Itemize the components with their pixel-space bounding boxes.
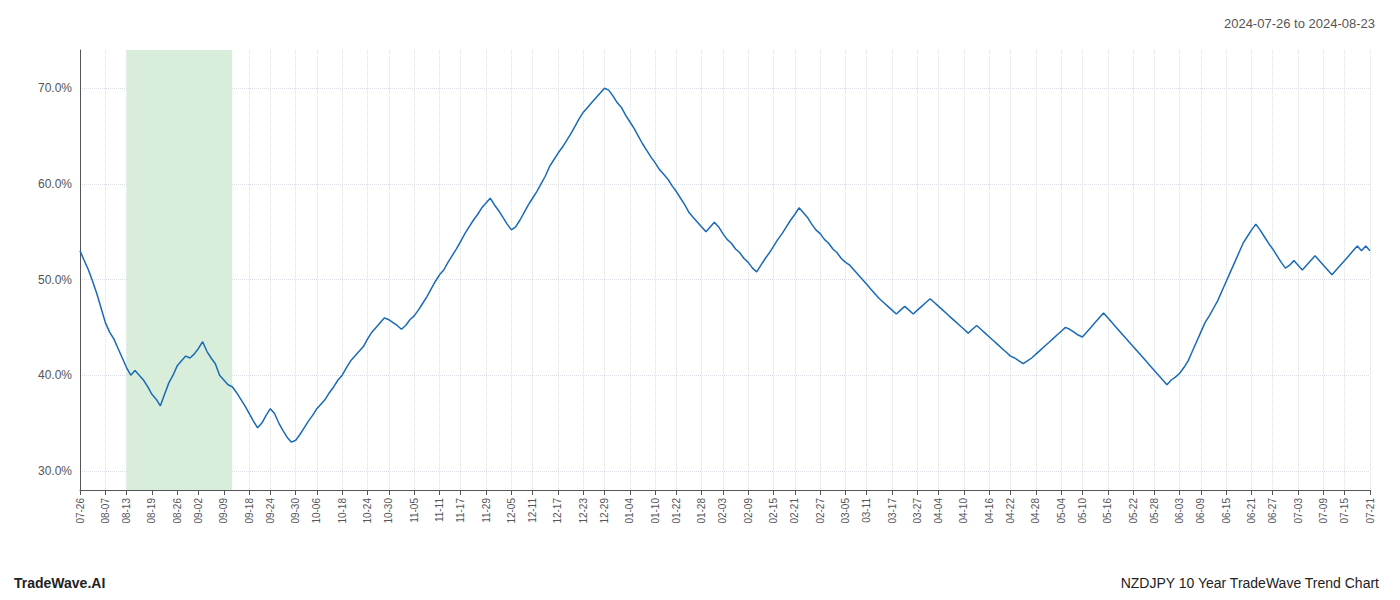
svg-text:11-29: 11-29 <box>481 498 492 523</box>
svg-text:70.0%: 70.0% <box>38 81 72 95</box>
svg-text:04-10: 04-10 <box>958 498 969 524</box>
svg-text:11-17: 11-17 <box>455 498 466 523</box>
svg-text:07-15: 07-15 <box>1339 498 1350 524</box>
svg-text:09-30: 09-30 <box>290 498 301 524</box>
svg-text:30.0%: 30.0% <box>38 464 72 478</box>
svg-text:06-09: 06-09 <box>1195 498 1206 524</box>
svg-text:09-09: 09-09 <box>218 498 229 524</box>
svg-text:11-05: 11-05 <box>409 498 420 523</box>
svg-text:01-22: 01-22 <box>671 498 682 524</box>
svg-text:09-24: 09-24 <box>265 498 276 524</box>
svg-text:08-19: 08-19 <box>146 498 157 524</box>
svg-text:50.0%: 50.0% <box>38 273 72 287</box>
svg-text:08-26: 08-26 <box>172 498 183 524</box>
svg-text:02-27: 02-27 <box>815 498 826 524</box>
svg-text:08-13: 08-13 <box>121 498 132 524</box>
svg-text:10-18: 10-18 <box>337 498 348 524</box>
svg-text:02-15: 02-15 <box>768 498 779 524</box>
svg-text:04-16: 04-16 <box>984 498 995 524</box>
svg-text:05-22: 05-22 <box>1128 498 1139 524</box>
svg-text:60.0%: 60.0% <box>38 177 72 191</box>
svg-text:09-18: 09-18 <box>244 498 255 524</box>
svg-text:03-05: 03-05 <box>840 498 851 524</box>
svg-text:01-10: 01-10 <box>650 498 661 524</box>
svg-text:04-04: 04-04 <box>933 498 944 524</box>
svg-text:06-27: 06-27 <box>1267 498 1278 524</box>
svg-text:06-21: 06-21 <box>1246 498 1257 524</box>
svg-text:02-21: 02-21 <box>789 498 800 524</box>
svg-text:12-29: 12-29 <box>599 498 610 524</box>
svg-text:06-03: 06-03 <box>1174 498 1185 524</box>
svg-text:12-11: 12-11 <box>527 498 538 523</box>
svg-text:04-22: 04-22 <box>1005 498 1016 524</box>
svg-text:07-03: 07-03 <box>1293 498 1304 524</box>
svg-text:07-26: 07-26 <box>75 498 86 524</box>
svg-text:NZDJPY 10 Year TradeWave Trend: NZDJPY 10 Year TradeWave Trend Chart <box>1121 575 1379 591</box>
svg-text:40.0%: 40.0% <box>38 368 72 382</box>
svg-text:02-03: 02-03 <box>717 498 728 524</box>
svg-text:03-27: 03-27 <box>912 498 923 524</box>
svg-text:03-17: 03-17 <box>887 498 898 524</box>
svg-text:12-05: 12-05 <box>506 498 517 524</box>
svg-text:08-07: 08-07 <box>100 498 111 524</box>
svg-text:06-15: 06-15 <box>1221 498 1232 524</box>
svg-text:11-11: 11-11 <box>434 498 445 523</box>
svg-text:12-23: 12-23 <box>578 498 589 524</box>
svg-text:10-24: 10-24 <box>362 498 373 524</box>
svg-text:01-28: 01-28 <box>696 498 707 524</box>
svg-text:05-16: 05-16 <box>1102 498 1113 524</box>
svg-text:02-09: 02-09 <box>743 498 754 524</box>
svg-text:01-04: 01-04 <box>624 498 635 524</box>
svg-text:07-21: 07-21 <box>1365 498 1376 524</box>
svg-text:12-17: 12-17 <box>552 498 563 524</box>
svg-text:03-11: 03-11 <box>861 498 872 523</box>
svg-text:TradeWave.AI: TradeWave.AI <box>14 575 105 591</box>
svg-text:2024-07-26 to 2024-08-23: 2024-07-26 to 2024-08-23 <box>1224 16 1375 31</box>
svg-text:05-28: 05-28 <box>1149 498 1160 524</box>
svg-text:10-30: 10-30 <box>383 498 394 524</box>
svg-text:10-06: 10-06 <box>311 498 322 524</box>
svg-text:05-10: 05-10 <box>1077 498 1088 524</box>
svg-text:09-02: 09-02 <box>193 498 204 524</box>
svg-text:07-09: 07-09 <box>1318 498 1329 524</box>
svg-text:04-28: 04-28 <box>1030 498 1041 524</box>
svg-text:05-04: 05-04 <box>1056 498 1067 524</box>
